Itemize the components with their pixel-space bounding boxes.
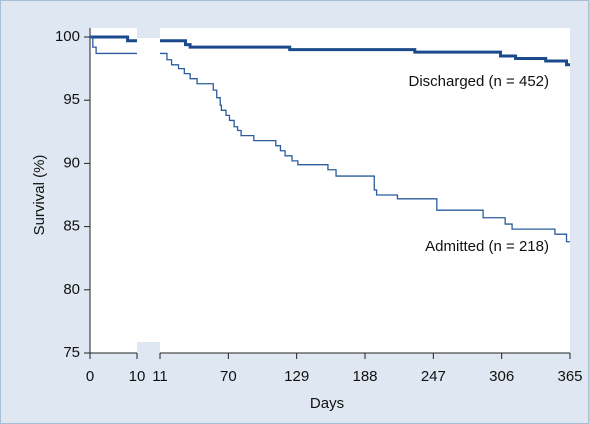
y-axis-label: Survival (%) bbox=[31, 155, 48, 236]
y-tick-label: 95 bbox=[63, 91, 80, 108]
x-tick-label: 247 bbox=[421, 368, 446, 385]
x-tick-label: 306 bbox=[489, 368, 514, 385]
x-tick-label: 365 bbox=[557, 368, 582, 385]
x-tick-label: 0 bbox=[86, 368, 94, 385]
survival-line bbox=[90, 35, 570, 67]
y-tick-label: 100 bbox=[55, 28, 80, 45]
y-tick-label: 90 bbox=[63, 154, 80, 171]
axis-break-bottom bbox=[137, 342, 160, 353]
x-tick-label: 129 bbox=[284, 368, 309, 385]
x-tick-label: 10 bbox=[129, 368, 146, 385]
y-tick-label: 80 bbox=[63, 281, 80, 298]
annotation: Discharged (n = 452) bbox=[409, 73, 550, 90]
axis-break-top bbox=[137, 28, 160, 38]
survival-line bbox=[90, 36, 570, 243]
plot-area bbox=[90, 28, 570, 353]
x-tick-label: 70 bbox=[220, 368, 237, 385]
annotation: Admitted (n = 218) bbox=[425, 238, 549, 255]
x-tick-label: 188 bbox=[352, 368, 377, 385]
x-tick-label: 11 bbox=[152, 368, 168, 385]
x-axis-label: Days bbox=[310, 395, 344, 412]
y-tick-label: 85 bbox=[63, 218, 80, 235]
y-tick-label: 75 bbox=[63, 344, 80, 361]
